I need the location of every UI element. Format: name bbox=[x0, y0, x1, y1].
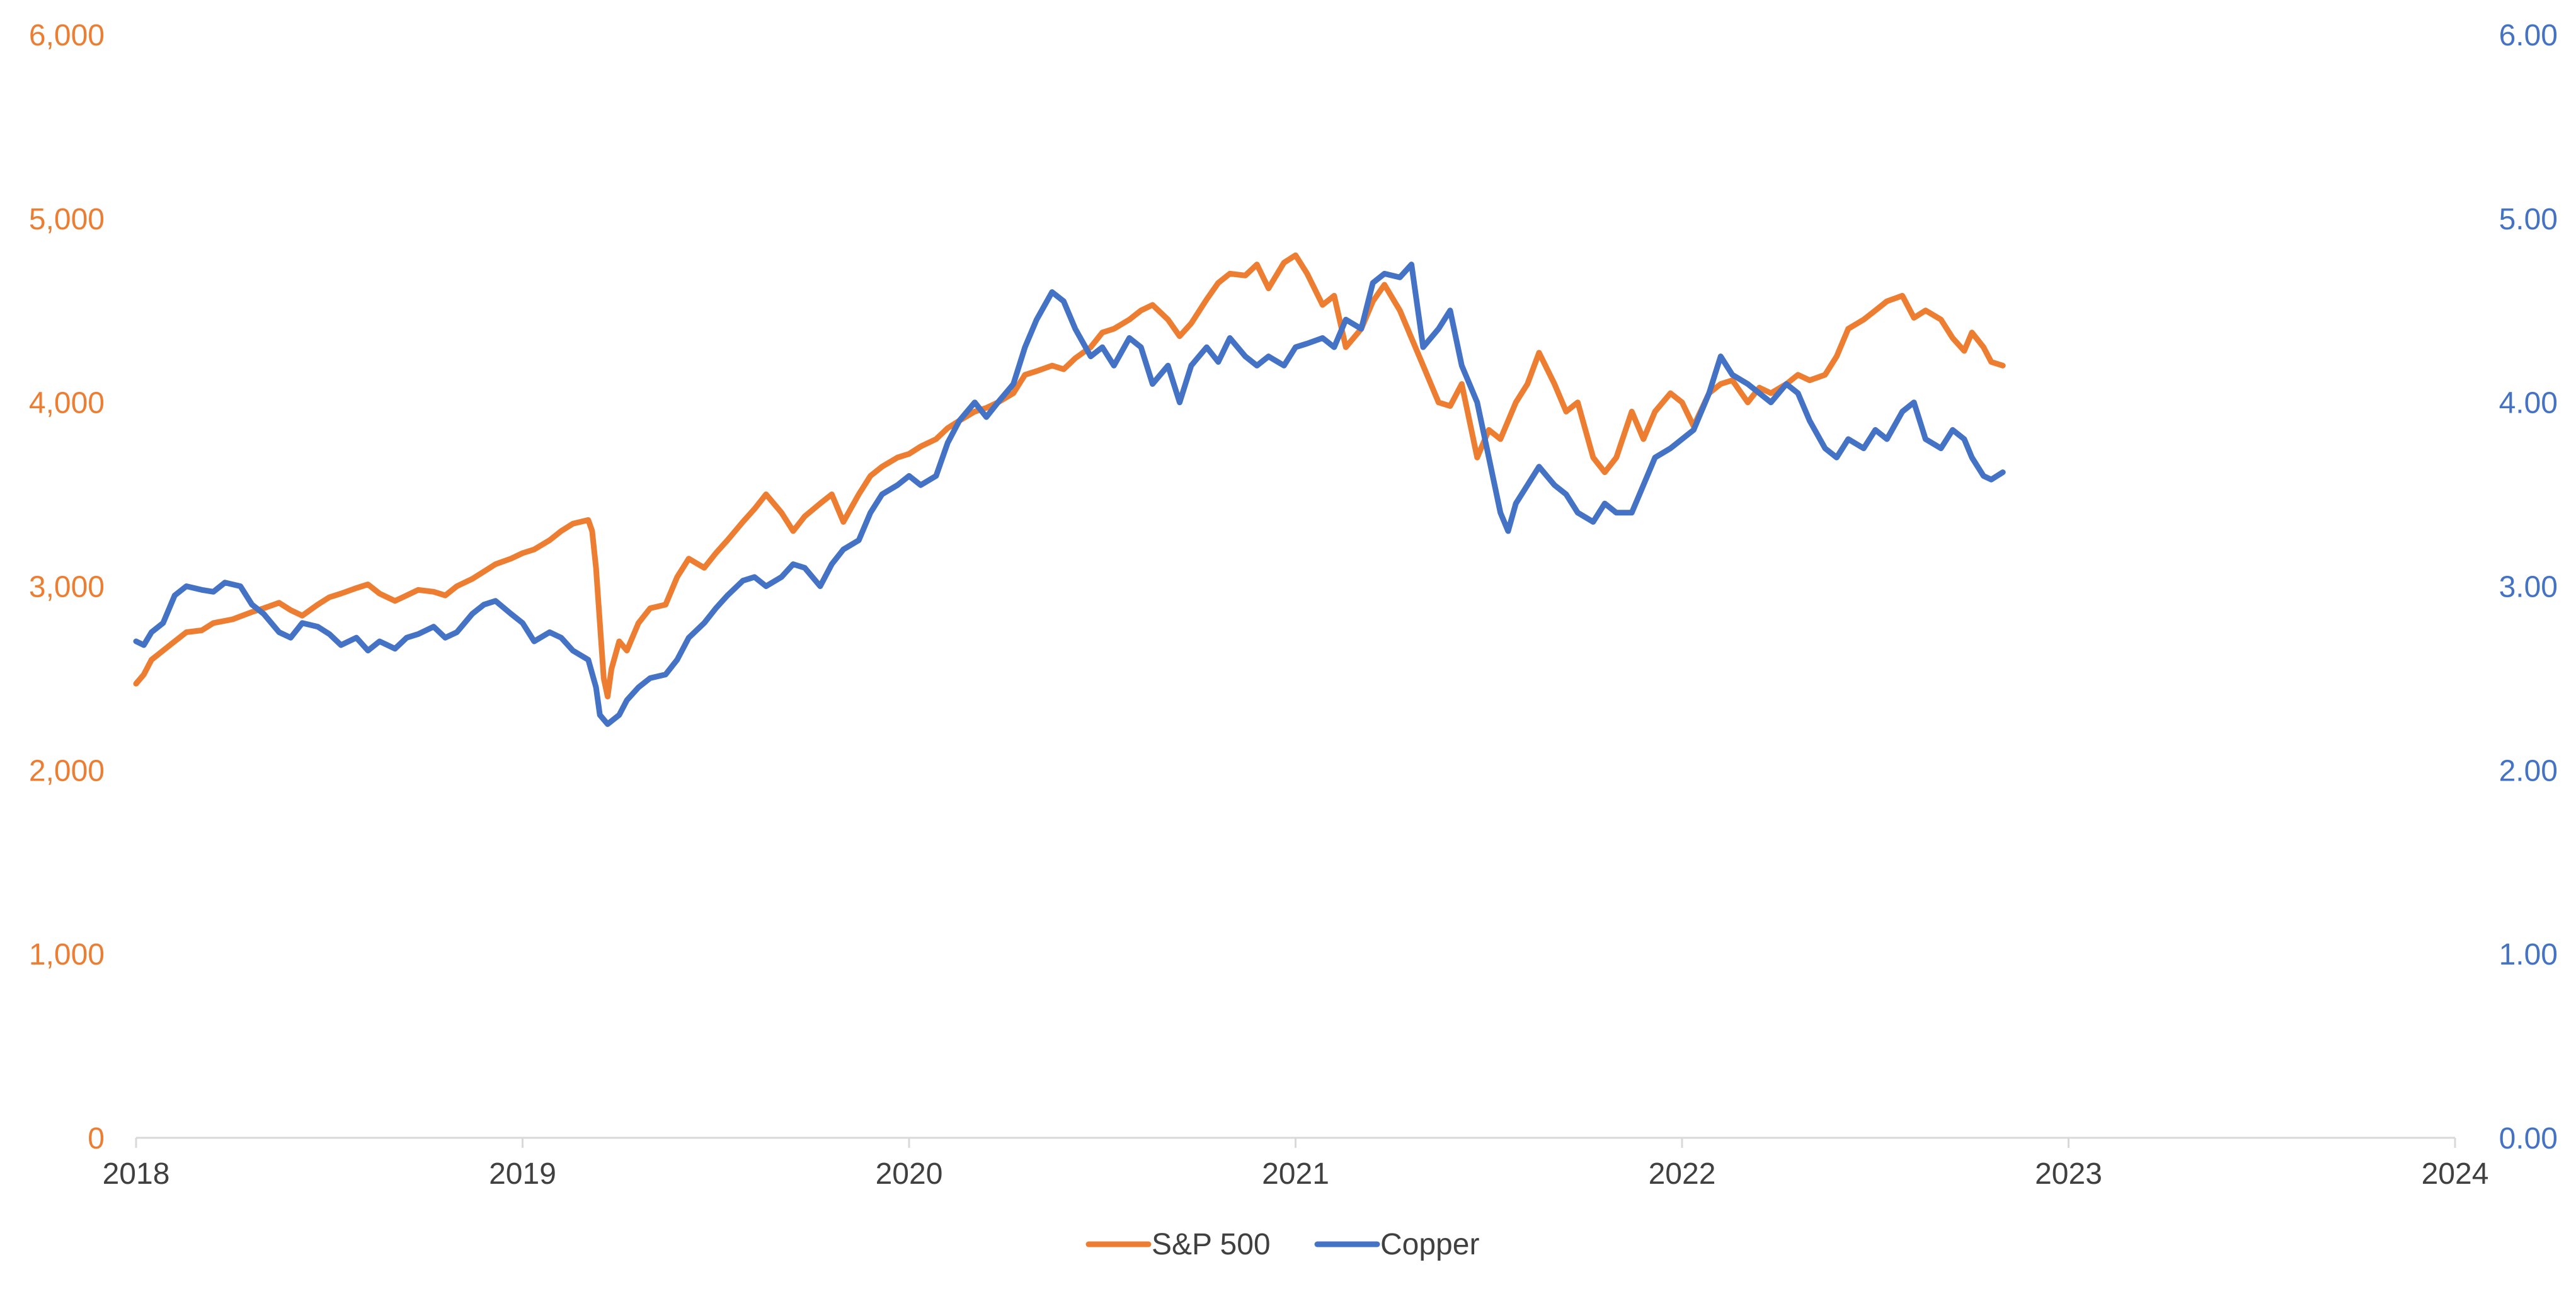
axes-group: 2018 2019 2020 2021 2022 2023 2024 0 1,000 2,000 3… bbox=[29, 19, 2558, 1191]
x-tick-label: 2023 bbox=[2035, 1157, 2102, 1191]
y-left-tick-label: 5,000 bbox=[29, 203, 105, 236]
y-right-tick-label: 0.00 bbox=[2499, 1122, 2558, 1155]
x-tick-label: 2018 bbox=[103, 1157, 170, 1191]
legend-item-sp500[interactable]: S&P 500 bbox=[1085, 1228, 1271, 1261]
series-group bbox=[133, 252, 2006, 727]
legend-label: Copper bbox=[1380, 1228, 1479, 1261]
sp500-series-line bbox=[133, 252, 2006, 700]
copper-series-line bbox=[133, 261, 2006, 727]
y-right-tick-label: 1.00 bbox=[2499, 938, 2558, 971]
legend-item-copper[interactable]: Copper bbox=[1314, 1228, 1479, 1261]
y-left-tick-label: 0 bbox=[88, 1122, 105, 1155]
x-tick-label: 2024 bbox=[2422, 1157, 2489, 1191]
y-right-tick-label: 3.00 bbox=[2499, 571, 2558, 604]
y-right-tick-label: 4.00 bbox=[2499, 387, 2558, 420]
y-left-tick-label: 1,000 bbox=[29, 938, 105, 971]
y-left-tick-label: 4,000 bbox=[29, 387, 105, 420]
x-tick-label: 2020 bbox=[876, 1157, 943, 1191]
legend[interactable]: S&P 500 Copper bbox=[1085, 1228, 1479, 1261]
x-tick-label: 2021 bbox=[1262, 1157, 1329, 1191]
y-left-tick-label: 3,000 bbox=[29, 571, 105, 604]
y-right-tick-label: 2.00 bbox=[2499, 754, 2558, 788]
x-tick-label: 2019 bbox=[489, 1157, 556, 1191]
y-left-tick-label: 6,000 bbox=[29, 19, 105, 52]
x-tick-label: 2022 bbox=[1649, 1157, 1716, 1191]
y-right-tick-label: 6.00 bbox=[2499, 19, 2558, 52]
y-right-tick-label: 5.00 bbox=[2499, 203, 2558, 236]
legend-label: S&P 500 bbox=[1152, 1228, 1271, 1261]
y-left-tick-label: 2,000 bbox=[29, 754, 105, 788]
